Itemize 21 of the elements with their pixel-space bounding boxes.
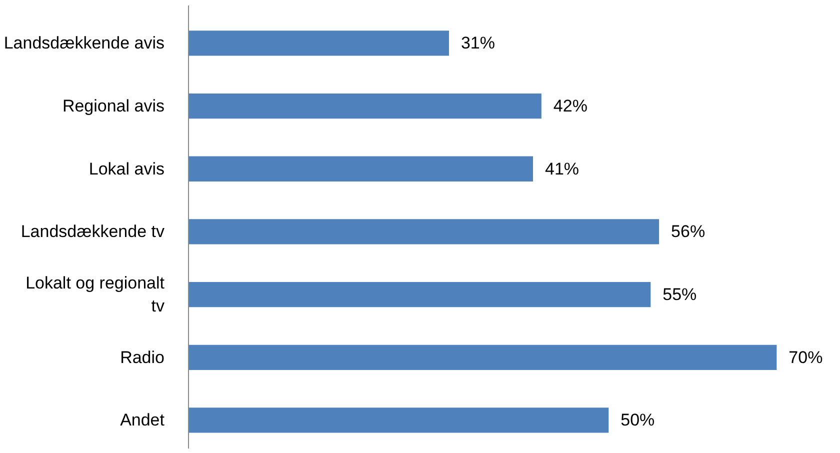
bar bbox=[188, 282, 651, 308]
bar bbox=[188, 156, 534, 182]
data-label: 41% bbox=[545, 159, 580, 178]
y-tick-label: Lokalt og regionalt tv bbox=[26, 274, 165, 316]
bar bbox=[188, 93, 542, 119]
bar bbox=[188, 344, 777, 370]
data-label: 56% bbox=[671, 222, 706, 242]
bar bbox=[188, 408, 609, 433]
data-label: 55% bbox=[662, 285, 697, 304]
y-tick-label: Andet bbox=[120, 410, 165, 430]
y-tick-label: Regional avis bbox=[62, 96, 165, 116]
data-label: 31% bbox=[460, 34, 496, 53]
y-tick-label: Lokal avis bbox=[88, 159, 165, 178]
data-label: 42% bbox=[553, 96, 588, 116]
data-label: 50% bbox=[620, 410, 655, 430]
y-tick-label: Landsdækkende tv bbox=[20, 222, 165, 242]
data-label: 70% bbox=[788, 348, 823, 367]
bar bbox=[188, 219, 660, 244]
bar bbox=[188, 30, 449, 56]
y-tick-label: Radio bbox=[120, 348, 165, 367]
y-tick-label: Landsdækkende avis bbox=[4, 34, 165, 53]
